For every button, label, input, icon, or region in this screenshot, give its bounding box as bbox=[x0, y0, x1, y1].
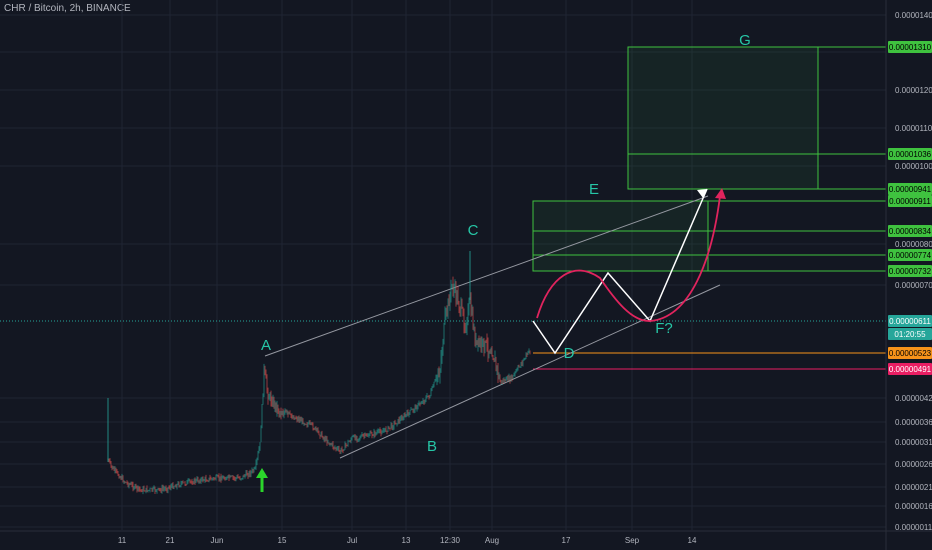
price-tag-label: 0.00000911 bbox=[889, 197, 931, 206]
symbol-interval: 2h bbox=[69, 3, 81, 14]
price-tag-bg bbox=[888, 265, 932, 277]
price-tag-label: 0.00001310 bbox=[889, 43, 932, 52]
x-tick-label: Jun bbox=[211, 536, 224, 545]
wave-label-F: F? bbox=[655, 320, 673, 337]
wave-labels: A B C D E F? G bbox=[261, 32, 751, 455]
x-tick-label: Sep bbox=[625, 536, 640, 545]
wave-label-G: G bbox=[739, 32, 751, 49]
price-tag-label: 0.00000941 bbox=[889, 185, 932, 194]
price-tag-label: 0.00000523 bbox=[889, 349, 932, 358]
price-tag-label: 0.00000774 bbox=[889, 251, 932, 260]
x-tick-label: 17 bbox=[562, 536, 571, 545]
pink-projection bbox=[536, 195, 721, 322]
price-tag-label: 0.00000834 bbox=[889, 227, 932, 236]
price-tag-label: 0.00000732 bbox=[889, 267, 932, 276]
price-channel bbox=[264, 195, 721, 459]
wave-label-D: D bbox=[564, 345, 575, 362]
wave-label-C: C bbox=[468, 222, 479, 239]
pink-arrowhead bbox=[715, 188, 726, 199]
x-tick-label: Aug bbox=[485, 536, 499, 545]
symbol-header[interactable]: CHR / Bitcoin, 2h, BINANCE bbox=[4, 3, 131, 14]
x-tick-label: 12:30 bbox=[440, 536, 461, 545]
x-tick-label: 13 bbox=[402, 536, 411, 545]
chart-grid bbox=[0, 0, 886, 530]
projection-paths bbox=[256, 188, 726, 492]
candles bbox=[107, 251, 531, 495]
symbol-exchange: BINANCE bbox=[86, 3, 131, 14]
price-tag-bg bbox=[888, 195, 932, 207]
price-tag-label: 01:20:55 bbox=[894, 330, 926, 339]
price-tag-label: 0.00001036 bbox=[889, 150, 932, 159]
wave-label-B: B bbox=[427, 438, 437, 455]
x-tick-label: 14 bbox=[688, 536, 697, 545]
horizontal-levels bbox=[0, 320, 886, 370]
price-tag-bg bbox=[888, 183, 932, 195]
price-tag-bg bbox=[888, 41, 932, 53]
price-tag-bg bbox=[888, 249, 932, 261]
price-tag-bg bbox=[888, 148, 932, 160]
symbol-name: CHR / Bitcoin bbox=[4, 3, 65, 14]
white-projection bbox=[532, 188, 708, 355]
price-tag-bg bbox=[888, 315, 932, 327]
wave-label-A: A bbox=[261, 337, 271, 354]
x-tick-label: 11 bbox=[118, 536, 127, 545]
white-arrowhead bbox=[697, 189, 707, 198]
price-tag-label: 0.00000611 bbox=[889, 317, 931, 326]
x-tick-label: 21 bbox=[166, 536, 175, 545]
channel-upper bbox=[264, 195, 709, 357]
price-tag-bg bbox=[888, 347, 932, 359]
zone-g bbox=[627, 46, 819, 190]
wave-label-E: E bbox=[589, 181, 599, 198]
x-tick-label: 15 bbox=[278, 536, 287, 545]
price-tag-bg bbox=[888, 363, 932, 375]
x-axis: 11 21 Jun 15 Jul 13 12:30 Aug 17 Sep 14 bbox=[0, 530, 932, 545]
green-arrow-head bbox=[256, 468, 268, 478]
target-zones bbox=[532, 46, 886, 272]
zone-e bbox=[532, 200, 709, 272]
price-tag-bg bbox=[888, 225, 932, 237]
channel-lower bbox=[339, 284, 721, 459]
x-tick-label: Jul bbox=[347, 536, 357, 545]
price-tag-label: 0.00000491 bbox=[889, 365, 932, 374]
price-tags: 0.00001310 0.00001036 0.00000941 0.00000911… bbox=[888, 41, 932, 375]
price-tag-bg bbox=[888, 328, 932, 340]
